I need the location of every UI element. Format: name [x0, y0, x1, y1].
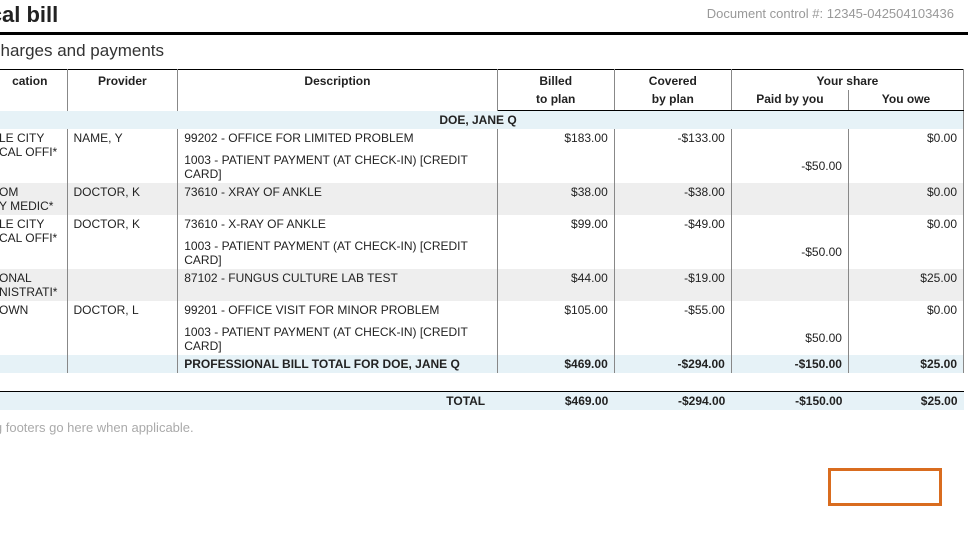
cell-owe: $0.00	[848, 183, 963, 215]
subtotal-paid: -$150.00	[731, 355, 848, 373]
table-body: DOE, JANE Q LE CITYCAL OFFI*NAME, Y99202…	[0, 111, 964, 410]
table-header: cation Provider Description Billed Cover…	[0, 70, 964, 111]
cell-billed: $105.00	[497, 301, 614, 355]
bill-table: cation Provider Description Billed Cover…	[0, 69, 964, 410]
col-billed-top: Billed	[497, 70, 614, 91]
cell-covered: -$19.00	[614, 269, 731, 301]
grand-billed: $469.00	[497, 391, 614, 410]
cell-paid: -$50.00	[731, 215, 848, 269]
col-share-group: Your share	[731, 70, 963, 91]
cell-billed: $38.00	[497, 183, 614, 215]
cell-covered: -$49.00	[614, 215, 731, 269]
highlight-box	[828, 468, 942, 506]
table-row: OMY MEDIC*DOCTOR, K73610 - XRAY OF ANKLE…	[0, 183, 964, 215]
grand-total-row: TOTAL$469.00-$294.00-$150.00$25.00	[0, 391, 964, 410]
col-provider: Provider	[67, 70, 178, 111]
table-row: LE CITYCAL OFFI*NAME, Y99202 - OFFICE FO…	[0, 129, 964, 183]
doc-control-number: 12345-042504103436	[827, 6, 954, 21]
cell-location: LE CITYCAL OFFI*	[0, 215, 67, 269]
cell-provider: DOCTOR, K	[67, 215, 178, 269]
cell-owe: $0.00	[848, 129, 963, 183]
cell-owe: $0.00	[848, 215, 963, 269]
col-description: Description	[178, 70, 497, 111]
cell-description: 99202 - OFFICE FOR LIMITED PROBLEM1003 -…	[178, 129, 497, 183]
doc-control: Document control #: 12345-042504103436	[707, 6, 954, 21]
cell-covered: -$55.00	[614, 301, 731, 355]
grand-paid: -$150.00	[731, 391, 848, 410]
page-container: edical bill Document control #: 12345-04…	[0, 0, 968, 538]
table-row: ONALNISTRATI* 87102 - FUNGUS CULTURE LAB …	[0, 269, 964, 301]
col-location: cation	[0, 70, 67, 111]
subtotal-owe: $25.00	[848, 355, 963, 373]
cell-location: OWN	[0, 301, 67, 355]
cell-location: LE CITYCAL OFFI*	[0, 129, 67, 183]
divider	[0, 32, 968, 35]
col-paid: Paid by you	[731, 90, 848, 111]
grand-owe: $25.00	[848, 391, 963, 410]
table-row: LE CITYCAL OFFI*DOCTOR, K73610 - X-RAY O…	[0, 215, 964, 269]
table-row: OWNDOCTOR, L99201 - OFFICE VISIT FOR MIN…	[0, 301, 964, 355]
cell-provider: NAME, Y	[67, 129, 178, 183]
subtotal-billed: $469.00	[497, 355, 614, 373]
cell-provider: DOCTOR, L	[67, 301, 178, 355]
cell-description: 87102 - FUNGUS CULTURE LAB TEST	[178, 269, 497, 301]
cell-description: 99201 - OFFICE VISIT FOR MINOR PROBLEM10…	[178, 301, 497, 355]
patient-row: DOE, JANE Q	[0, 111, 964, 130]
col-owe: You owe	[848, 90, 963, 111]
cell-paid	[731, 183, 848, 215]
patient-name: DOE, JANE Q	[0, 111, 964, 130]
grand-label: TOTAL	[178, 391, 497, 410]
cell-paid: -$50.00	[731, 129, 848, 183]
cell-billed: $99.00	[497, 215, 614, 269]
footer-note: ig footers go here when applicable.	[0, 420, 968, 435]
cell-covered: -$133.00	[614, 129, 731, 183]
col-covered-bot: by plan	[614, 90, 731, 111]
cell-provider: DOCTOR, K	[67, 183, 178, 215]
cell-owe: $25.00	[848, 269, 963, 301]
cell-billed: $44.00	[497, 269, 614, 301]
blank-row	[0, 373, 964, 391]
cell-paid: $50.00	[731, 301, 848, 355]
cell-provider	[67, 269, 178, 301]
cell-description: 73610 - X-RAY OF ANKLE1003 - PATIENT PAY…	[178, 215, 497, 269]
cell-location: ONALNISTRATI*	[0, 269, 67, 301]
subtotal-covered: -$294.00	[614, 355, 731, 373]
cell-owe: $0.00	[848, 301, 963, 355]
section-title: charges and payments	[0, 41, 968, 61]
cell-covered: -$38.00	[614, 183, 731, 215]
cell-description: 73610 - XRAY OF ANKLE	[178, 183, 497, 215]
cell-paid	[731, 269, 848, 301]
col-covered-top: Covered	[614, 70, 731, 91]
cell-billed: $183.00	[497, 129, 614, 183]
subtotal-row: PROFESSIONAL BILL TOTAL FOR DOE, JANE Q$…	[0, 355, 964, 373]
grand-covered: -$294.00	[614, 391, 731, 410]
col-billed-bot: to plan	[497, 90, 614, 111]
cell-location: OMY MEDIC*	[0, 183, 67, 215]
doc-control-label: Document control #:	[707, 6, 823, 21]
subtotal-label: PROFESSIONAL BILL TOTAL FOR DOE, JANE Q	[178, 355, 497, 373]
